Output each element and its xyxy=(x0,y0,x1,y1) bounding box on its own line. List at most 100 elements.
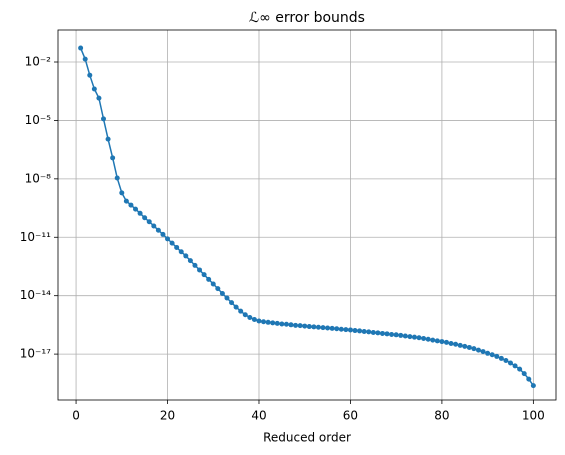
data-point xyxy=(82,56,88,62)
data-point xyxy=(261,319,267,325)
data-point xyxy=(110,155,116,161)
data-point xyxy=(443,339,449,345)
data-point xyxy=(503,357,509,363)
data-point xyxy=(306,324,312,330)
y-tick-label: 10⁻⁵ xyxy=(25,113,52,127)
data-point xyxy=(91,86,97,92)
data-point xyxy=(507,360,513,366)
data-point xyxy=(489,352,495,358)
data-point xyxy=(274,320,280,326)
data-point xyxy=(329,325,335,331)
data-point xyxy=(407,334,413,340)
data-point xyxy=(96,95,102,101)
data-point xyxy=(357,328,363,334)
data-point xyxy=(338,326,344,332)
data-point xyxy=(366,329,372,335)
y-tick-label: 10⁻¹⁴ xyxy=(20,288,51,302)
x-tick-label: 20 xyxy=(160,409,175,423)
data-point xyxy=(526,376,532,382)
x-tick-label: 100 xyxy=(522,409,545,423)
data-point xyxy=(279,321,285,327)
data-point xyxy=(485,350,491,356)
data-point xyxy=(165,236,171,242)
data-point xyxy=(471,346,477,352)
data-point xyxy=(87,72,93,78)
data-point xyxy=(498,355,504,361)
data-point xyxy=(352,328,358,334)
data-point xyxy=(247,314,253,320)
data-point xyxy=(229,300,235,306)
data-point xyxy=(133,206,139,212)
data-point xyxy=(114,175,120,181)
y-tick-label: 10⁻⁸ xyxy=(25,171,52,185)
data-point xyxy=(142,215,148,221)
data-point xyxy=(119,190,125,196)
data-point xyxy=(334,326,340,332)
data-point xyxy=(494,353,500,359)
data-point xyxy=(457,342,463,348)
x-axis-label: Reduced order xyxy=(263,431,351,445)
data-point xyxy=(416,335,422,341)
data-point xyxy=(128,202,134,208)
data-point xyxy=(325,325,331,331)
data-point xyxy=(320,325,326,331)
data-point xyxy=(480,349,486,355)
data-point xyxy=(398,332,404,338)
data-point xyxy=(439,339,445,345)
data-point xyxy=(146,219,152,225)
data-point xyxy=(123,198,129,204)
data-point xyxy=(293,322,299,328)
data-point xyxy=(302,323,308,329)
x-tick-label: 60 xyxy=(343,409,358,423)
data-point xyxy=(379,330,385,336)
data-point xyxy=(155,227,161,233)
data-point xyxy=(215,286,221,292)
data-point xyxy=(466,344,472,350)
data-point xyxy=(183,253,189,259)
data-point xyxy=(169,240,175,246)
plot-frame xyxy=(57,29,557,401)
data-point xyxy=(425,336,431,342)
y-tick-label: 10⁻¹⁷ xyxy=(20,347,51,361)
data-point xyxy=(530,383,536,389)
chart-title: ℒ∞ error bounds xyxy=(249,10,365,26)
data-point xyxy=(288,322,294,328)
data-point xyxy=(233,304,239,310)
data-point xyxy=(78,45,84,51)
y-tick-label: 10⁻¹¹ xyxy=(20,230,51,244)
data-point xyxy=(384,331,390,337)
data-point xyxy=(475,347,481,353)
data-point xyxy=(521,371,527,377)
data-point xyxy=(224,295,230,301)
data-point xyxy=(251,316,257,322)
data-point xyxy=(256,318,262,324)
data-point xyxy=(411,334,417,340)
data-point xyxy=(375,330,381,336)
data-point xyxy=(512,363,518,369)
data-point xyxy=(453,341,459,347)
data-point xyxy=(242,312,248,318)
y-tick-label: 10⁻² xyxy=(25,55,52,69)
data-point xyxy=(137,210,143,216)
data-point xyxy=(347,327,353,333)
data-point xyxy=(210,281,216,287)
data-point xyxy=(393,332,399,338)
data-point xyxy=(101,116,107,122)
x-tick-label: 0 xyxy=(72,409,80,423)
data-point xyxy=(151,223,157,229)
data-point xyxy=(283,321,289,327)
data-point xyxy=(421,336,427,342)
data-point xyxy=(315,324,321,330)
data-point xyxy=(430,337,436,343)
x-tick-label: 40 xyxy=(251,409,266,423)
data-point xyxy=(174,244,180,250)
data-point xyxy=(361,328,367,334)
data-point xyxy=(197,267,203,273)
data-point xyxy=(270,320,276,326)
data-point xyxy=(265,319,271,325)
data-point xyxy=(187,258,193,264)
data-point xyxy=(389,331,395,337)
